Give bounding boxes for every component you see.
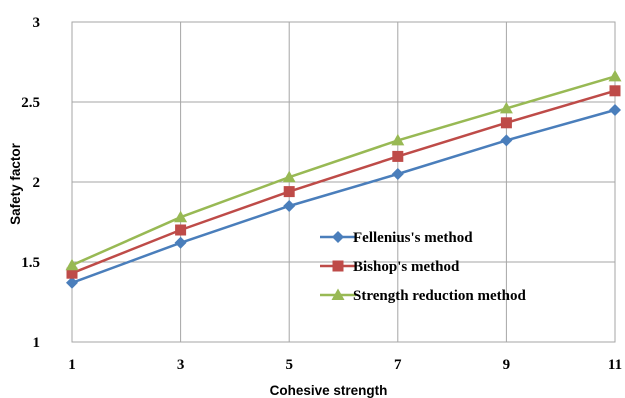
x-axis-title: Cohesive strength — [270, 383, 388, 398]
x-axis-tick-labels: 1 3 5 7 9 11 — [68, 357, 622, 373]
series-group — [65, 69, 622, 289]
y-tick-label: 2.5 — [21, 95, 40, 111]
y-tick-label: 2 — [33, 175, 41, 191]
y-tick-label: 1.5 — [21, 255, 40, 271]
series-line — [71, 75, 616, 267]
data-point — [66, 276, 78, 289]
data-point — [283, 200, 296, 212]
data-point — [66, 267, 78, 279]
legend-marker — [332, 231, 344, 243]
data-point — [391, 133, 405, 146]
data-point — [609, 85, 621, 97]
series-line — [71, 108, 616, 284]
legend-label: Bishop's method — [353, 259, 460, 275]
y-tick-label: 1 — [33, 335, 41, 351]
series-line — [71, 89, 616, 275]
legend-item: Strength reduction method — [320, 288, 526, 304]
legend-marker — [331, 288, 345, 300]
series-0 — [66, 104, 621, 289]
x-tick-label: 9 — [503, 357, 511, 373]
legend-item: Bishop's method — [320, 259, 460, 275]
data-point — [65, 258, 79, 271]
y-axis-tick-labels: 1 1.5 2 2.5 3 — [21, 15, 40, 351]
x-tick-label: 7 — [394, 357, 402, 373]
y-axis-title: Safety factor — [8, 142, 23, 225]
data-point — [282, 170, 296, 183]
x-tick-label: 3 — [177, 357, 185, 373]
legend-label: Fellenius's method — [353, 230, 473, 246]
legend-label: Strength reduction method — [353, 288, 526, 304]
data-point — [500, 134, 513, 147]
series-1 — [66, 85, 621, 279]
x-tick-label: 11 — [608, 357, 622, 373]
data-point — [391, 168, 404, 180]
data-point — [608, 69, 622, 82]
legend: Fellenius's method Bishop's method Strengt… — [320, 230, 526, 304]
data-point — [175, 224, 187, 236]
data-point — [283, 186, 295, 198]
data-point — [609, 104, 621, 116]
data-point — [174, 236, 187, 249]
legend-marker — [332, 260, 344, 272]
plot-area-border — [71, 21, 616, 343]
y-tick-label: 3 — [33, 15, 41, 31]
legend-item: Fellenius's method — [320, 230, 473, 246]
x-tick-label: 5 — [285, 357, 293, 373]
data-point — [500, 117, 512, 129]
x-tick-label: 1 — [68, 357, 76, 373]
data-point — [392, 150, 404, 162]
data-point — [174, 210, 188, 223]
series-2 — [65, 69, 622, 271]
data-point — [499, 101, 513, 114]
